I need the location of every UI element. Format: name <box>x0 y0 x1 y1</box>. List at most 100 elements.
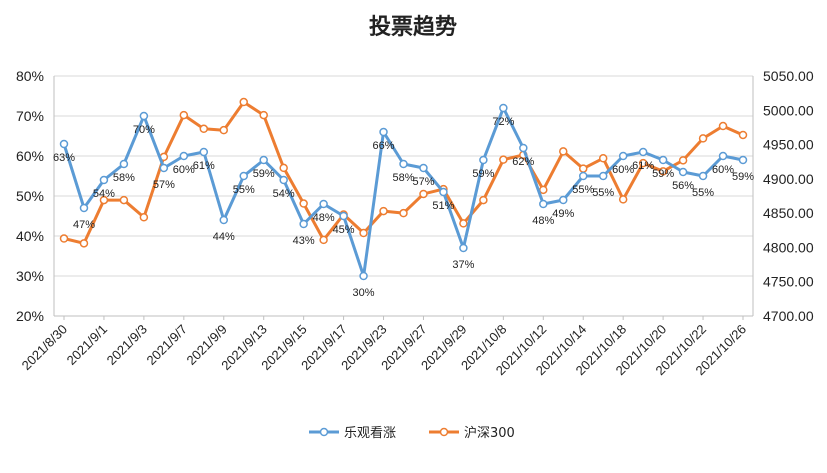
series-bullish-point <box>718 151 728 161</box>
series-hs300-point <box>379 206 388 216</box>
right-axis: 4700.00 4750.00 4800.00 4850.00 4900.00 4950.… <box>752 68 814 324</box>
series-bullish-point <box>618 151 628 161</box>
series-bullish-point <box>638 147 648 157</box>
series-bullish-point <box>259 155 268 165</box>
right-tick-label: 5050.00 <box>763 68 814 84</box>
right-tick-label: 4700.00 <box>763 308 814 324</box>
series-bullish-point <box>279 175 288 185</box>
data-label: 56% <box>672 180 694 192</box>
data-label: 62% <box>512 156 534 168</box>
data-label: 59% <box>652 168 674 180</box>
series-hs300-point <box>618 195 628 204</box>
series-bullish-point <box>179 151 189 161</box>
data-label: 60% <box>173 164 195 176</box>
series-hs300-point <box>598 154 608 163</box>
series-hs300-point <box>499 155 508 164</box>
x-axis: 2021/8/302021/9/12021/9/32021/9/72021/9/… <box>19 315 753 378</box>
data-label: 48% <box>532 215 554 227</box>
series-hs300-point <box>239 97 248 107</box>
series-bullish-point <box>199 147 209 157</box>
series-bullish-point <box>419 163 428 173</box>
legend-hs300-label: 沪深300 <box>464 425 515 441</box>
series-bullish-point <box>159 163 169 173</box>
legend-bullish-marker <box>319 427 329 437</box>
series-bullish-point <box>359 271 368 281</box>
series-bullish-point <box>399 159 408 169</box>
x-tick-label: 2021/9/7 <box>144 322 190 368</box>
data-label: 49% <box>552 208 574 220</box>
data-label: 57% <box>412 176 434 188</box>
right-tick-label: 4850.00 <box>763 205 814 221</box>
x-tick-label: 2021/9/3 <box>104 322 150 368</box>
series-hs300-point <box>559 147 568 156</box>
series-bullish-point <box>698 171 708 181</box>
series-bullish-point <box>539 199 548 209</box>
data-label: 59% <box>732 171 754 183</box>
series-hs300-point <box>539 185 548 195</box>
right-tick-label: 4750.00 <box>763 274 814 290</box>
left-axis: 20% 30% 40% 50% 60% 70% 80% <box>16 68 55 324</box>
data-label: 55% <box>572 184 594 196</box>
series-hs300-point <box>279 163 288 173</box>
series-bullish-point <box>119 159 129 169</box>
data-label: 48% <box>313 212 335 224</box>
series-bullish-point <box>479 155 488 165</box>
gridlines <box>54 75 753 317</box>
series-bullish-point <box>139 111 149 121</box>
series-bullish-point <box>319 199 328 209</box>
series-bullish-point <box>499 103 508 113</box>
series-bullish-point <box>519 143 528 153</box>
series-hs300-point <box>139 213 149 222</box>
data-label: 55% <box>233 184 255 196</box>
series-bullish-point <box>339 211 348 221</box>
data-label: 54% <box>93 188 115 200</box>
series-bullish-point <box>459 243 468 253</box>
data-label: 51% <box>432 200 454 212</box>
data-label: 47% <box>73 219 95 231</box>
series-bullish-point <box>79 203 89 213</box>
left-tick-label: 20% <box>16 308 44 324</box>
data-label: 45% <box>333 224 355 236</box>
left-tick-label: 30% <box>16 268 44 284</box>
series-hs300-point <box>119 195 129 205</box>
right-tick-label: 4950.00 <box>763 137 814 153</box>
series-bullish-point <box>598 171 608 181</box>
series-hs300-point <box>718 121 728 131</box>
series-hs300-point <box>359 228 368 238</box>
series-hs300-point <box>479 195 488 205</box>
series-bullish-point <box>299 219 308 229</box>
series-bullish-point <box>658 155 668 165</box>
right-tick-label: 4800.00 <box>763 239 814 255</box>
data-label: 30% <box>353 287 375 299</box>
data-label: 57% <box>153 179 175 191</box>
left-tick-label: 80% <box>16 68 44 84</box>
right-tick-label: 5000.00 <box>763 102 814 118</box>
data-label: 58% <box>392 172 414 184</box>
series-hs300-point <box>738 130 748 140</box>
series-bullish-point <box>559 195 568 205</box>
data-label: 58% <box>113 172 135 184</box>
series-hs300-point <box>678 156 688 165</box>
data-label: 55% <box>692 187 714 199</box>
series-hs300-point <box>199 124 209 134</box>
data-label: 59% <box>472 168 494 180</box>
data-label: 72% <box>492 116 514 128</box>
data-labels: 63%47%54%58%70%57%60%61%44%55%59%54%43%4… <box>53 116 754 299</box>
legend: 乐观看涨 沪深300 <box>309 425 515 441</box>
data-label: 63% <box>53 152 75 164</box>
series-hs300-point <box>419 189 428 199</box>
data-label: 61% <box>193 160 215 172</box>
series-hs300-point <box>59 234 69 243</box>
series-bullish-point <box>379 127 388 137</box>
left-tick-label: 60% <box>16 148 44 164</box>
x-tick-label: 2021/9/1 <box>64 322 110 368</box>
series-bullish-point <box>219 215 229 225</box>
data-label: 43% <box>293 235 315 247</box>
x-tick-label: 2021/8/30 <box>19 322 71 374</box>
legend-bullish-label: 乐观看涨 <box>344 425 396 441</box>
data-label: 59% <box>253 168 275 180</box>
series-bullish-line <box>62 106 745 278</box>
series-bullish-point <box>578 171 588 181</box>
data-label: 44% <box>213 231 235 243</box>
